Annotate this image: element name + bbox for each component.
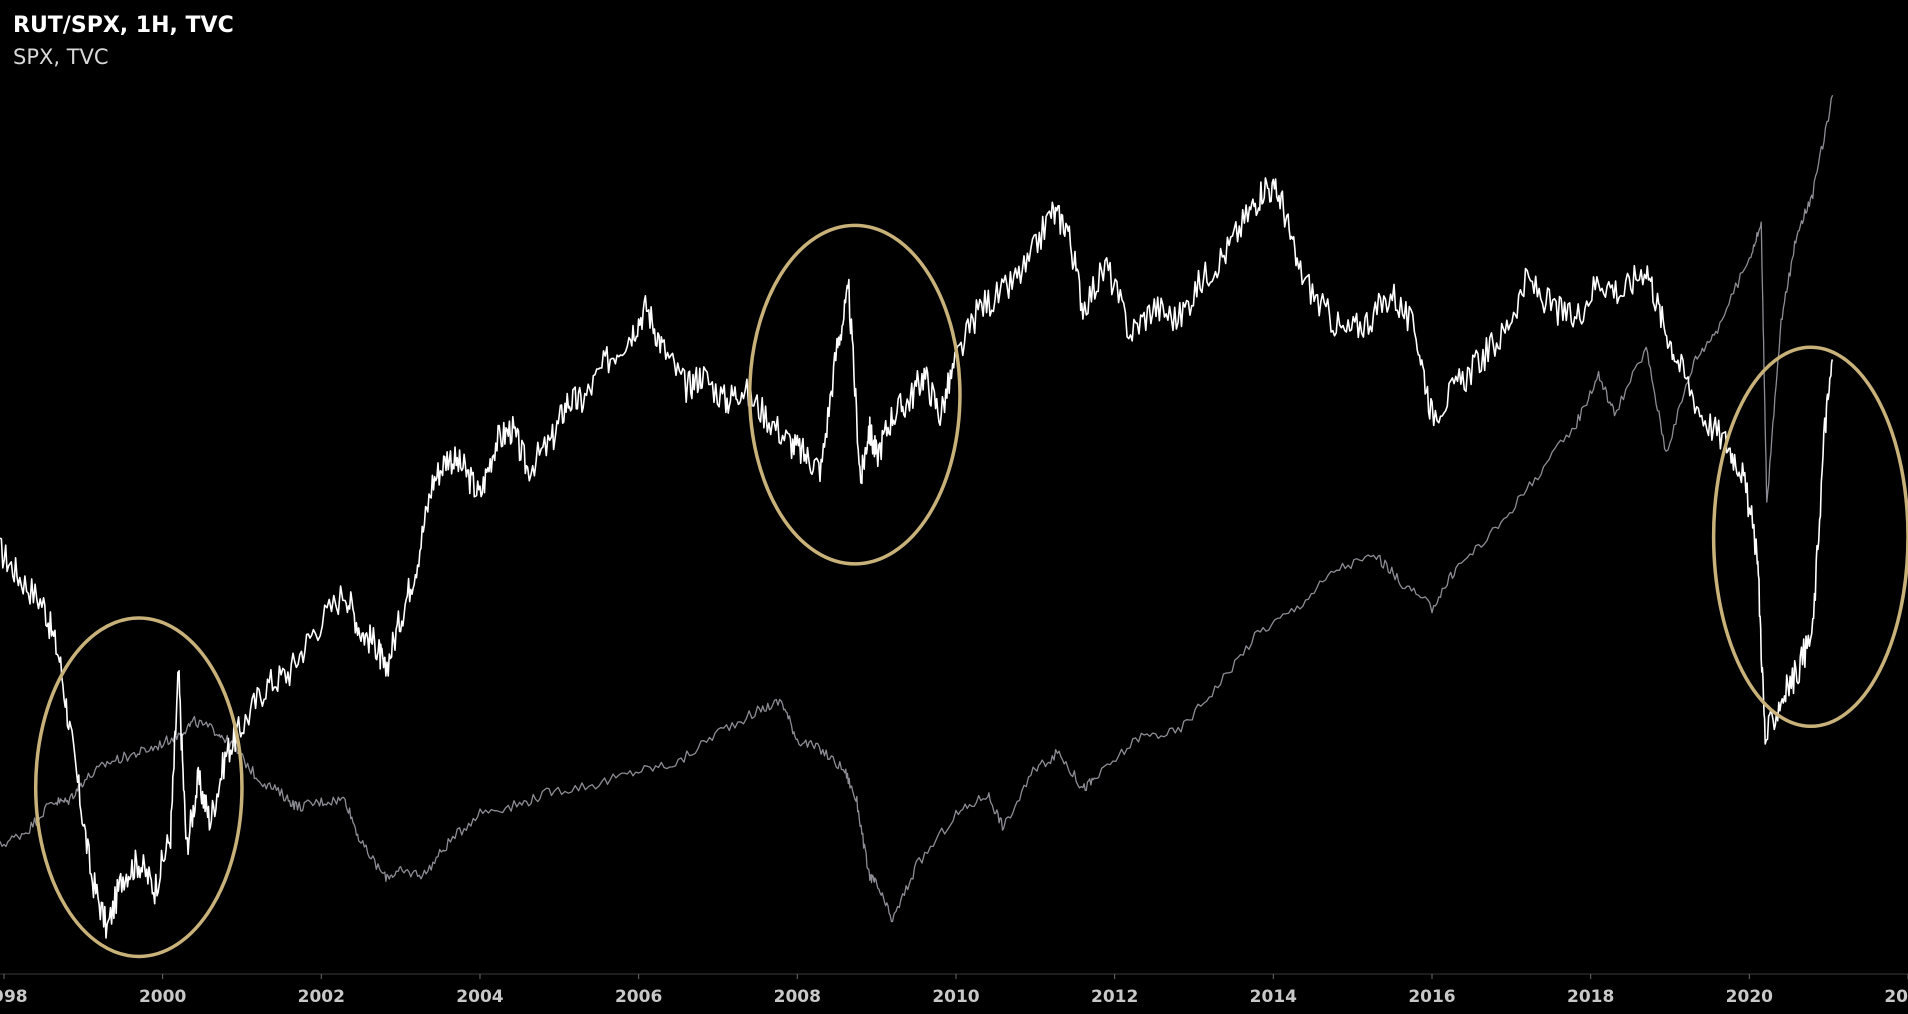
x-tick-label: 2008	[774, 987, 821, 1007]
x-tick-label: 2000	[139, 987, 186, 1007]
annotation-ellipse-2	[747, 223, 962, 566]
legend-subtitle: SPX, TVC	[13, 45, 109, 69]
x-tick-label: 1998	[0, 987, 28, 1007]
annotation-ellipse-3	[1711, 345, 1908, 729]
x-tick-label: 2012	[1091, 987, 1138, 1007]
x-tick-label: 2018	[1567, 987, 1614, 1007]
annotation-ellipse-1	[33, 616, 244, 959]
chart-legend: RUT/SPX, 1H, TVC SPX, TVC	[13, 10, 234, 72]
x-tick-label: 2010	[932, 987, 979, 1007]
x-tick-label: 2016	[1408, 987, 1455, 1007]
x-tick-label: 2004	[456, 987, 503, 1007]
x-tick-label: 2006	[615, 987, 662, 1007]
rut-spx-series-line	[0, 177, 1834, 939]
spx-series-line	[0, 94, 1834, 923]
legend-title: RUT/SPX, 1H, TVC	[13, 13, 234, 38]
x-tick-label: 2014	[1250, 987, 1297, 1007]
x-tick-label: 2002	[298, 987, 345, 1007]
x-tick-label: 2020	[1726, 987, 1773, 1007]
x-tick-label: 2022	[1884, 987, 1908, 1007]
